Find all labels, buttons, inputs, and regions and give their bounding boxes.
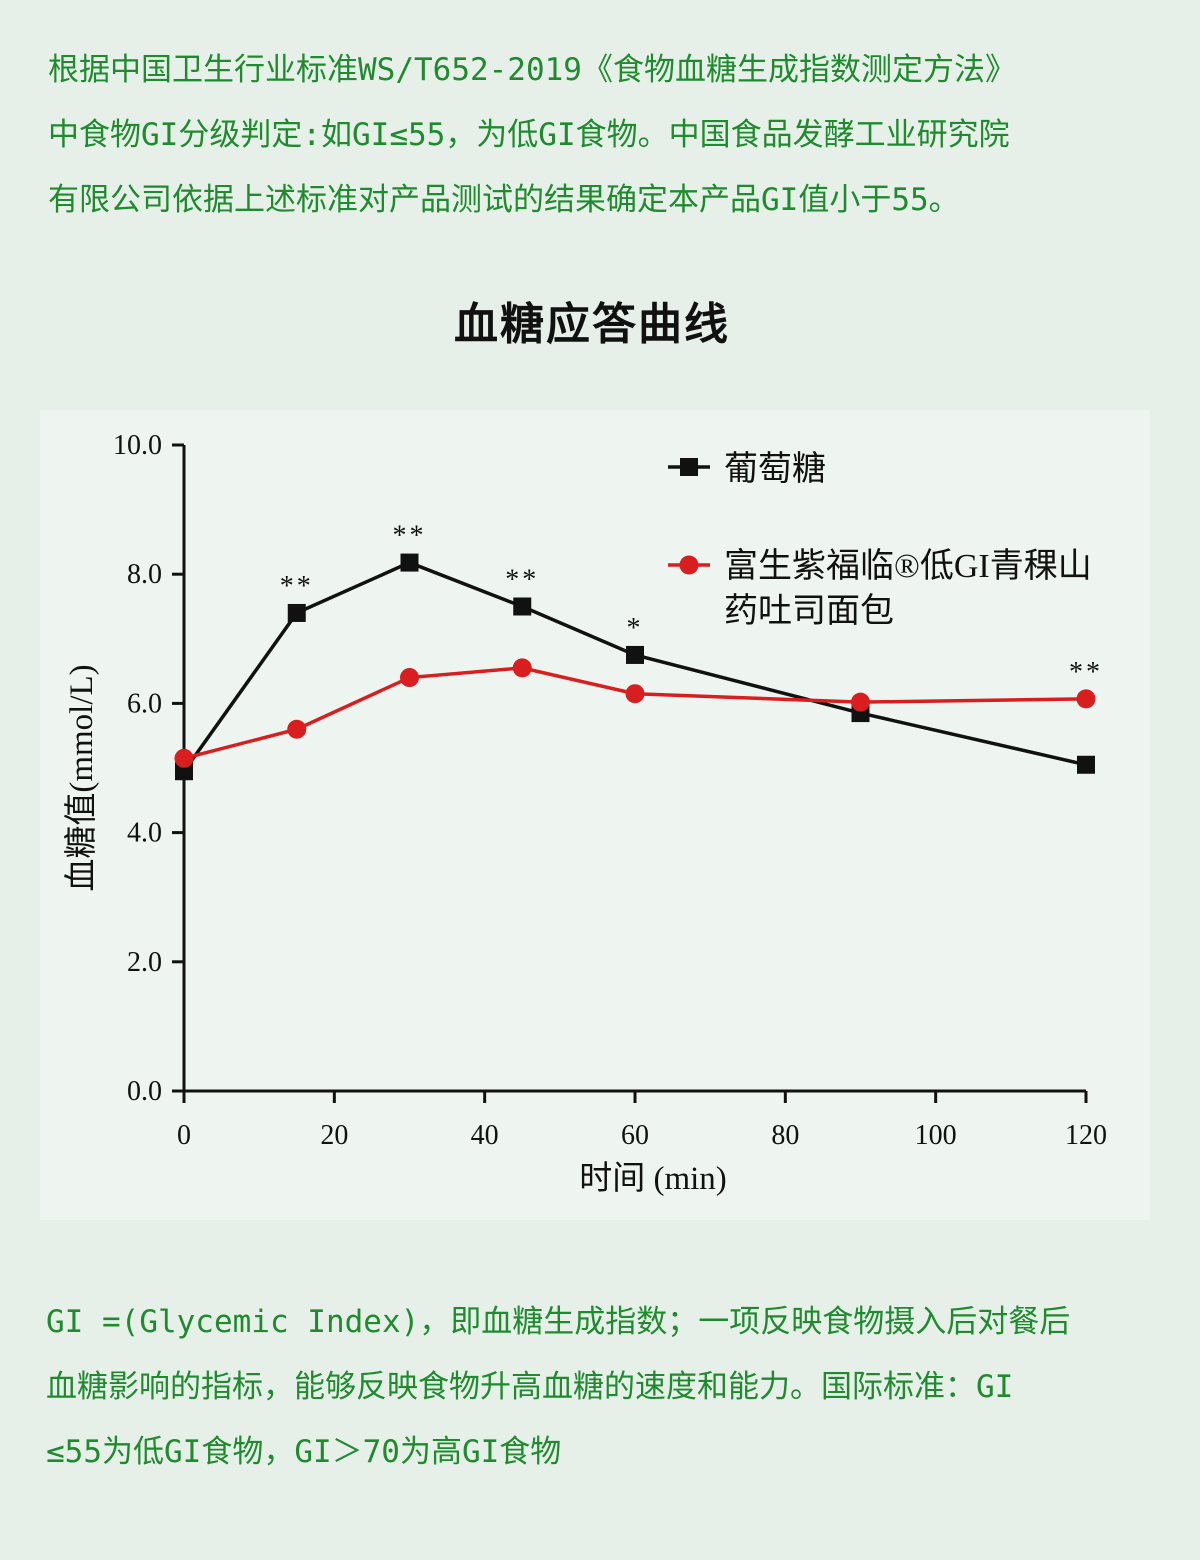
footer-text: GI =(Glycemic Index)，即血糖生成指数；一项反映食物摄入后对餐…	[46, 1290, 1176, 1485]
data-point	[513, 597, 532, 616]
chart-title: 血糖应答曲线	[454, 299, 730, 350]
data-point	[626, 645, 644, 664]
significance-mark: **	[1069, 657, 1103, 688]
data-point	[400, 668, 419, 688]
y-tick-label: 0.0	[127, 1076, 162, 1107]
intro-line: 根据中国卫生行业标准WS/T652-2019《食物血糖生成指数测定方法》	[48, 52, 1016, 88]
series-line-1	[183, 666, 1087, 761]
intro-text: 根据中国卫生行业标准WS/T652-2019《食物血糖生成指数测定方法》 中食物…	[48, 38, 1168, 233]
significance-mark: **	[280, 571, 314, 602]
chart-svg: 0.0 2.0 4.0 6.0 8.0 10.0 0 20 40 60 80 100 120 时间 (mi…	[63, 430, 1107, 1197]
data-point	[1077, 755, 1095, 774]
data-point	[1076, 689, 1096, 709]
chart-panel: 0.0 2.0 4.0 6.0 8.0 10.0 0 20 40 60 80 100 120 时间 (mi…	[40, 410, 1150, 1220]
series-line-0	[182, 560, 1087, 773]
legend-marker-glucose	[680, 458, 698, 476]
x-axis-label: 时间 (min)	[579, 1161, 727, 1197]
footer-line: 血糖影响的指标，能够反映食物升高血糖的速度和能力。国际标准：GI	[46, 1369, 1014, 1405]
significance-mark: *	[627, 613, 644, 644]
y-tick-label: 4.0	[127, 818, 162, 849]
data-point	[287, 719, 307, 739]
x-tick-label: 40	[471, 1120, 499, 1151]
x-tick-label: 20	[320, 1120, 348, 1151]
data-point	[851, 692, 870, 712]
significance-mark: **	[505, 565, 539, 596]
y-tick-label: 10.0	[113, 430, 162, 461]
legend-marker-product	[679, 555, 699, 575]
legend-label-product: 药吐司面包	[724, 592, 894, 630]
data-point	[287, 603, 306, 622]
x-tick-label: 60	[621, 1120, 649, 1151]
intro-line: 中食物GI分级判定:如GI≤55，为低GI食物。中国食品发酵工业研究院	[48, 117, 1010, 153]
footer-line: ≤55为低GI食物，GI＞70为高GI食物	[46, 1434, 562, 1470]
x-tick-label: 120	[1065, 1120, 1107, 1151]
y-tick-label: 6.0	[127, 688, 162, 719]
x-tick-label: 80	[771, 1120, 799, 1151]
y-tick-label: 8.0	[127, 559, 162, 590]
significance-mark: **	[393, 521, 427, 552]
x-tick-label: 0	[177, 1120, 191, 1151]
x-tick-label: 100	[915, 1120, 957, 1151]
y-tick-label: 2.0	[127, 947, 162, 978]
intro-line: 有限公司依据上述标准对产品测试的结果确定本产品GI值小于55。	[48, 182, 960, 218]
data-point	[512, 658, 532, 678]
footer-line: GI =(Glycemic Index)，即血糖生成指数；一项反映食物摄入后对餐…	[46, 1304, 1071, 1340]
data-point	[400, 553, 419, 572]
data-point	[175, 762, 193, 781]
legend-label-glucose: 葡萄糖	[724, 450, 826, 488]
data-point	[625, 684, 645, 704]
legend-label-product: 富生紫福临®低GI青稞山	[724, 547, 1092, 585]
data-point	[174, 748, 194, 768]
y-axis-label: 血糖值(mmol/L)	[63, 664, 100, 891]
